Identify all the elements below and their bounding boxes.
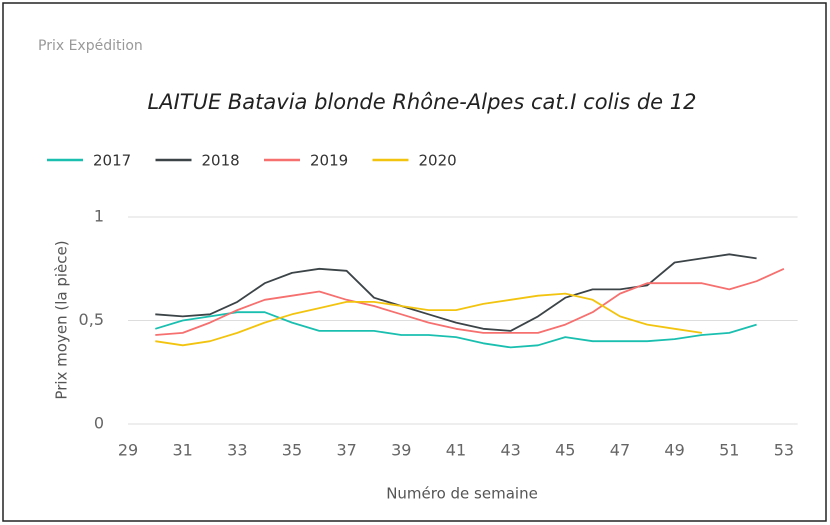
- x-tick-label: 53: [774, 441, 794, 460]
- x-axis-label: Numéro de semaine: [386, 485, 538, 503]
- y-tick-label: 1: [94, 207, 104, 226]
- series-line: [155, 267, 785, 336]
- x-tick-label: 33: [227, 441, 247, 460]
- x-tick-label: 41: [446, 441, 466, 460]
- legend-label: 2017: [93, 152, 131, 170]
- legend-label: 2020: [419, 152, 457, 170]
- series-line: [155, 253, 757, 332]
- x-tick-label: 35: [282, 441, 302, 460]
- chart-title: LAITUE Batavia blonde Rhône-Alpes cat.I …: [148, 90, 697, 114]
- x-tick-label: 51: [719, 441, 739, 460]
- card-title: Prix Expédition: [38, 38, 143, 54]
- x-tick-label: 47: [610, 441, 630, 460]
- x-tick-label: 31: [172, 441, 192, 460]
- x-tick-label: 49: [664, 441, 684, 460]
- legend-label: 2018: [202, 152, 240, 170]
- x-tick-label: 39: [391, 441, 411, 460]
- y-axis-label: Prix moyen (la pièce): [53, 240, 71, 399]
- x-tick-label: 37: [336, 441, 356, 460]
- y-tick-label: 0: [94, 414, 104, 433]
- x-tick-label: 43: [500, 441, 520, 460]
- y-tick-label: 0,5: [79, 310, 104, 329]
- x-tick-label: 45: [555, 441, 575, 460]
- legend-label: 2019: [310, 152, 348, 170]
- series-line: [155, 311, 757, 349]
- x-tick-label: 29: [118, 441, 138, 460]
- series-line: [155, 292, 703, 347]
